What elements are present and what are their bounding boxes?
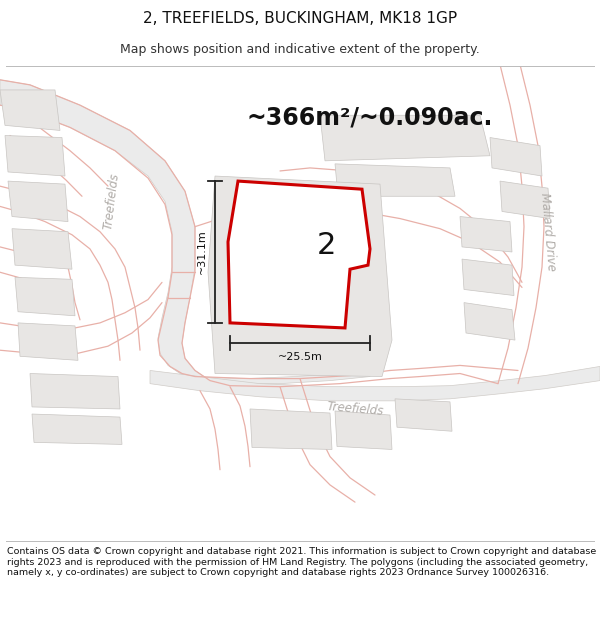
Polygon shape	[490, 138, 542, 176]
Polygon shape	[32, 414, 122, 444]
Polygon shape	[30, 374, 120, 409]
Polygon shape	[0, 90, 60, 131]
Polygon shape	[395, 399, 452, 431]
Polygon shape	[335, 411, 392, 449]
Polygon shape	[5, 136, 65, 176]
Polygon shape	[12, 229, 72, 269]
Text: ~25.5m: ~25.5m	[278, 352, 322, 362]
Polygon shape	[208, 176, 392, 376]
Text: Treefields: Treefields	[102, 173, 122, 231]
Text: 2, TREEFIELDS, BUCKINGHAM, MK18 1GP: 2, TREEFIELDS, BUCKINGHAM, MK18 1GP	[143, 11, 457, 26]
Polygon shape	[460, 216, 512, 252]
Text: ~366m²/~0.090ac.: ~366m²/~0.090ac.	[247, 105, 493, 129]
Polygon shape	[462, 259, 514, 296]
Polygon shape	[18, 323, 78, 361]
Polygon shape	[150, 366, 600, 401]
Text: 2: 2	[317, 231, 336, 260]
Text: Contains OS data © Crown copyright and database right 2021. This information is : Contains OS data © Crown copyright and d…	[7, 548, 596, 577]
Text: Map shows position and indicative extent of the property.: Map shows position and indicative extent…	[120, 42, 480, 56]
Polygon shape	[500, 181, 550, 219]
Polygon shape	[464, 302, 515, 340]
Polygon shape	[250, 409, 332, 449]
Polygon shape	[228, 181, 370, 328]
Text: Treefields: Treefields	[326, 400, 384, 418]
Polygon shape	[320, 115, 490, 161]
Polygon shape	[0, 80, 370, 384]
Polygon shape	[8, 181, 68, 222]
Polygon shape	[15, 278, 75, 316]
Text: Mallard Drive: Mallard Drive	[538, 192, 558, 271]
Polygon shape	[335, 164, 455, 196]
Text: ~31.1m: ~31.1m	[197, 229, 207, 274]
